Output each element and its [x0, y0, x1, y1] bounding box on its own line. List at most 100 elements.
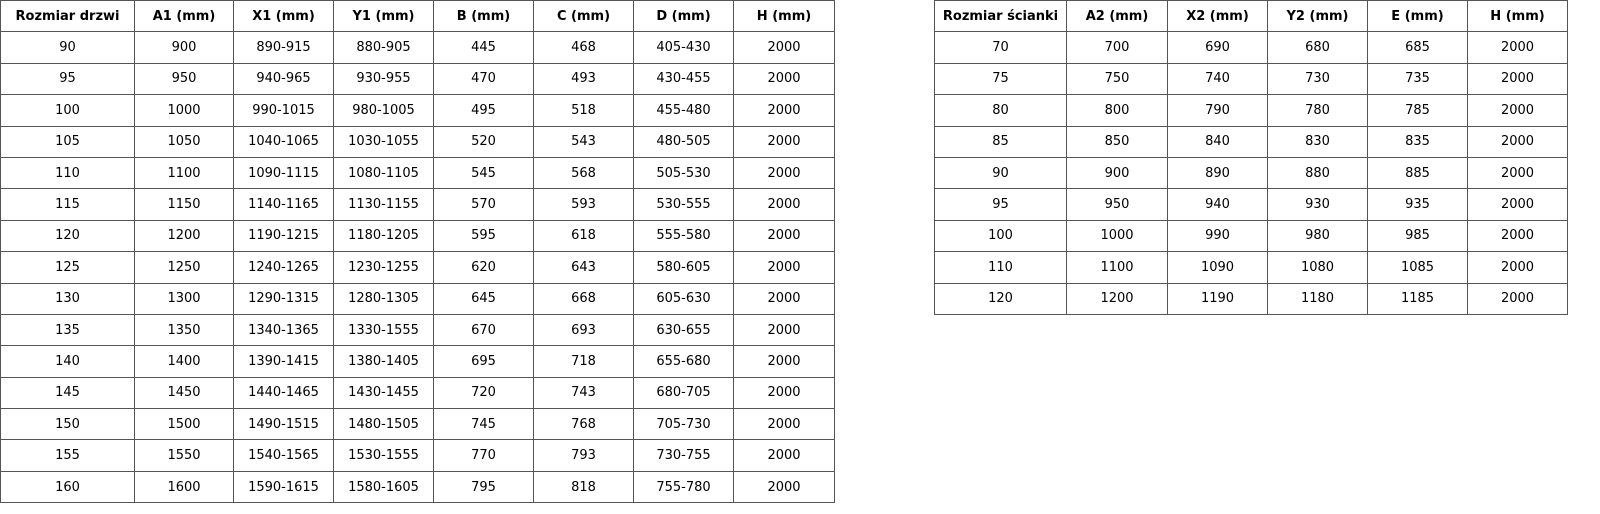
table-cell: 120 [934, 282, 1067, 315]
column-header: C (mm) [533, 0, 634, 33]
table-cell: 1550 [134, 439, 234, 472]
table-cell: 2000 [1467, 251, 1568, 284]
table-cell: 2000 [1467, 282, 1568, 315]
table-cell: 940-965 [233, 62, 334, 96]
table-cell: 90 [934, 156, 1067, 190]
table-cell: 840 [1167, 125, 1268, 158]
table-cell: 1330-1555 [333, 313, 434, 347]
table-cell: 818 [533, 470, 634, 504]
table-row: 120 1200 1190 1180 1185 2000 [934, 282, 1568, 315]
column-header: Rozmiar drzwi [0, 0, 135, 33]
table-cell: 718 [533, 345, 634, 378]
table-cell: 1350 [134, 313, 234, 347]
table-cell: 1300 [134, 282, 234, 315]
column-header: H (mm) [1467, 0, 1568, 33]
table-cell: 830 [1267, 125, 1368, 158]
table-cell: 1140-1165 [233, 188, 334, 221]
table-row: 140 1400 1390-1415 1380-1405 695 718 655-680 20… [0, 345, 835, 378]
table-cell: 990-1015 [233, 94, 334, 127]
table-cell: 980 [1267, 219, 1368, 253]
table-cell: 2000 [733, 219, 835, 253]
table-cell: 545 [433, 156, 534, 190]
table-cell: 580-605 [633, 251, 734, 284]
table-cell: 1180 [1267, 282, 1368, 315]
table-row: 80 800 790 780 785 2000 [934, 94, 1568, 127]
table-cell: 1490-1515 [233, 408, 334, 441]
table-cell: 430-455 [633, 62, 734, 96]
table-cell: 950 [134, 62, 234, 96]
table-cell: 1230-1255 [333, 251, 434, 284]
table-cell: 735 [1367, 62, 1468, 96]
table-cell: 1600 [134, 470, 234, 504]
table-row: 125 1250 1240-1265 1230-1255 620 643 580-605 20… [0, 251, 835, 284]
table-cell: 680 [1267, 31, 1368, 64]
table-cell: 70 [934, 31, 1067, 64]
table-cell: 630-655 [633, 313, 734, 347]
table-cell: 793 [533, 439, 634, 472]
table-cell: 780 [1267, 94, 1368, 127]
table-cell: 990 [1167, 219, 1268, 253]
table-cell: 785 [1367, 94, 1468, 127]
table-cell: 655-680 [633, 345, 734, 378]
table-cell: 2000 [1467, 62, 1568, 96]
table-row: 110 1100 1090-1115 1080-1105 545 568 505-530 20… [0, 156, 835, 190]
table-cell: 930 [1267, 188, 1368, 221]
table-cell: 745 [433, 408, 534, 441]
table-row: 95 950 940-965 930-955 470 493 430-455 2000 [0, 62, 835, 96]
table-row: 105 1050 1040-1065 1030-1055 520 543 480-505 20… [0, 125, 835, 158]
table-cell: 2000 [1467, 219, 1568, 253]
table-cell: 470 [433, 62, 534, 96]
table-cell: 900 [1066, 156, 1168, 190]
table-cell: 1000 [134, 94, 234, 127]
table-row: 75 750 740 730 735 2000 [934, 62, 1568, 96]
table-cell: 1200 [134, 219, 234, 253]
table-cell: 160 [0, 470, 135, 504]
table-cell: 2000 [733, 62, 835, 96]
table-cell: 620 [433, 251, 534, 284]
table-cell: 1100 [1066, 251, 1168, 284]
table-cell: 2000 [733, 282, 835, 315]
table-row: 130 1300 1290-1315 1280-1305 645 668 605-630 20… [0, 282, 835, 315]
table-cell: 800 [1066, 94, 1168, 127]
table-row: 120 1200 1190-1215 1180-1205 595 618 555-580 20… [0, 219, 835, 253]
table-cell: 693 [533, 313, 634, 347]
table-cell: 95 [0, 62, 135, 96]
table-row: 100 1000 990-1015 980-1005 495 518 455-480 2000 [0, 94, 835, 127]
table-cell: 880 [1267, 156, 1368, 190]
table-cell: 790 [1167, 94, 1268, 127]
table-row: 135 1350 1340-1365 1330-1555 670 693 630-655 20… [0, 313, 835, 347]
table-cell: 690 [1167, 31, 1268, 64]
table-cell: 1190-1215 [233, 219, 334, 253]
table-cell: 1290-1315 [233, 282, 334, 315]
table-cell: 885 [1367, 156, 1468, 190]
table-cell: 795 [433, 470, 534, 504]
table-row: 160 1600 1590-1615 1580-1605 795 818 755-780 20… [0, 470, 835, 504]
table-cell: 940 [1167, 188, 1268, 221]
table-cell: 110 [0, 156, 135, 190]
table-cell: 505-530 [633, 156, 734, 190]
table-cell: 2000 [733, 31, 835, 64]
table-cell: 2000 [1467, 31, 1568, 64]
table-cell: 130 [0, 282, 135, 315]
table-cell: 2000 [733, 94, 835, 127]
column-header: H (mm) [733, 0, 835, 33]
table-cell: 730-755 [633, 439, 734, 472]
table-cell: 2000 [733, 439, 835, 472]
table-cell: 595 [433, 219, 534, 253]
table-cell: 100 [934, 219, 1067, 253]
table-cell: 935 [1367, 188, 1468, 221]
table-cell: 493 [533, 62, 634, 96]
table-cell: 455-480 [633, 94, 734, 127]
table-cell: 1250 [134, 251, 234, 284]
table-cell: 445 [433, 31, 534, 64]
table-cell: 80 [934, 94, 1067, 127]
table-cell: 530-555 [633, 188, 734, 221]
table-cell: 150 [0, 408, 135, 441]
table-cell: 835 [1367, 125, 1468, 158]
table-cell: 645 [433, 282, 534, 315]
table-row: 85 850 840 830 835 2000 [934, 125, 1568, 158]
table-cell: 2000 [733, 345, 835, 378]
column-header: Y2 (mm) [1267, 0, 1368, 33]
table-cell: 135 [0, 313, 135, 347]
table-row: 70 700 690 680 685 2000 [934, 31, 1568, 64]
